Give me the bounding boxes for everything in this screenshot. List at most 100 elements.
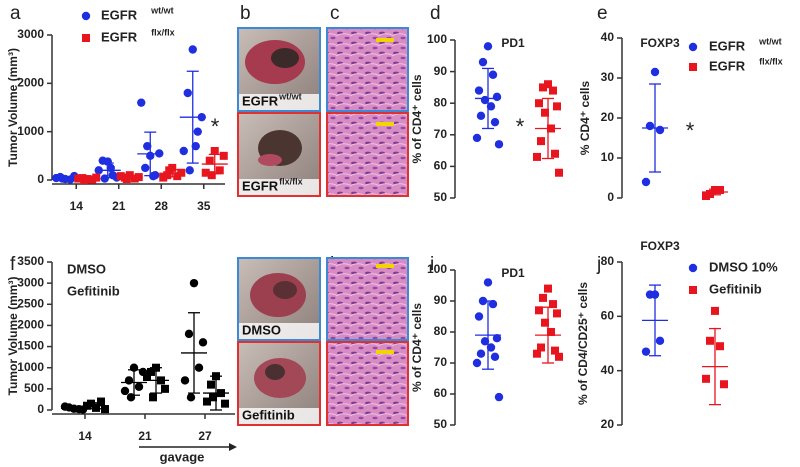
- point: [688, 263, 698, 273]
- y-tick-label: 80: [601, 254, 615, 268]
- point: [116, 172, 125, 181]
- chart-title: FOXP3: [640, 36, 680, 50]
- point: [555, 168, 563, 177]
- legend-label: EGFR: [709, 58, 746, 73]
- y-tick-label: 3500: [17, 254, 44, 268]
- point: [711, 306, 719, 315]
- point: [205, 156, 214, 165]
- point: [203, 397, 211, 406]
- point: [159, 173, 168, 182]
- legend-label: Gefitinib: [709, 281, 762, 296]
- point: [137, 98, 146, 107]
- y-tick-label: 50: [434, 417, 448, 431]
- significance: *: [211, 114, 220, 139]
- point: [641, 347, 651, 356]
- point: [486, 343, 496, 352]
- point: [198, 338, 208, 347]
- y-tick-label: 80: [434, 95, 448, 109]
- y-tick-label: 3000: [17, 275, 44, 289]
- legend-label-sup: wt/wt: [758, 36, 782, 46]
- photo-caption-sup: flx/flx: [279, 176, 303, 186]
- point: [553, 309, 561, 318]
- point: [184, 329, 194, 339]
- photo-caption: Gefitinib: [242, 407, 295, 422]
- point: [185, 166, 194, 175]
- y-tick-label: 60: [601, 309, 615, 323]
- point: [92, 173, 101, 182]
- point: [186, 393, 196, 402]
- point: [210, 147, 219, 155]
- legend-label-sup: flx/flx: [759, 56, 783, 66]
- point: [179, 146, 188, 156]
- point: [486, 102, 496, 111]
- y-axis-label: % CD4⁺ cells: [578, 80, 592, 155]
- x-tick-label: 21: [138, 429, 152, 443]
- panel-letter: a: [10, 3, 21, 24]
- point: [100, 174, 109, 183]
- y-tick-label: 100: [427, 262, 447, 276]
- point: [492, 334, 502, 343]
- y-axis-label: % of CD4/CD25⁺ cells: [576, 282, 590, 405]
- point: [215, 166, 224, 175]
- y-axis-label: % of CD4⁺ cells: [410, 303, 424, 392]
- point: [189, 278, 199, 288]
- point: [494, 140, 504, 149]
- x-tick-label: 21: [112, 199, 126, 213]
- point: [490, 352, 500, 361]
- point: [655, 125, 665, 135]
- photo-caption: EGFR: [242, 93, 279, 108]
- y-tick-label: 30: [601, 70, 615, 84]
- point: [183, 88, 192, 98]
- point: [689, 63, 697, 71]
- y-tick-label: 90: [434, 64, 448, 78]
- point: [494, 392, 504, 402]
- photo: [237, 112, 321, 197]
- y-tick-label: 40: [601, 30, 615, 44]
- y-tick-label: 3000: [17, 27, 44, 41]
- point: [655, 336, 665, 345]
- point: [143, 372, 151, 381]
- chart-title: PD1: [501, 36, 525, 50]
- point: [549, 86, 557, 95]
- point: [476, 111, 486, 121]
- point: [124, 376, 134, 385]
- legend-label: DMSO: [67, 261, 106, 276]
- y-axis-label: % of CD4⁺ cells: [410, 74, 424, 163]
- point: [706, 336, 714, 345]
- point: [180, 376, 190, 385]
- point: [474, 312, 484, 321]
- point: [551, 149, 559, 158]
- panel-letter: d: [430, 3, 441, 24]
- y-tick-label: 0: [37, 402, 44, 416]
- point: [60, 402, 70, 411]
- point: [716, 186, 724, 194]
- point: [645, 290, 655, 299]
- chart-title: FOXP3: [640, 239, 680, 253]
- photo: [237, 341, 321, 426]
- point: [201, 168, 210, 177]
- legend-label: EGFR: [709, 38, 746, 53]
- gavage-arrowhead: [229, 443, 237, 451]
- photo-caption-sup: wt/wt: [278, 91, 302, 101]
- y-tick-label: 1000: [17, 124, 44, 138]
- y-axis-label: Tumor Volume (mm³): [6, 277, 20, 396]
- y-axis-label: Tumor Volume (mm³): [6, 48, 20, 167]
- point: [551, 346, 559, 355]
- point: [541, 108, 549, 117]
- photo-caption: EGFR: [242, 178, 279, 193]
- point: [120, 386, 130, 396]
- legend-label: EGFR: [101, 29, 138, 44]
- point: [641, 177, 651, 187]
- histology: [326, 257, 409, 426]
- y-tick-label: 500: [24, 381, 44, 395]
- chart-title: PD1: [501, 266, 525, 280]
- point: [535, 306, 543, 315]
- point: [650, 67, 660, 77]
- point: [472, 133, 482, 143]
- y-tick-label: 2500: [17, 296, 44, 310]
- y-tick-label: 50: [434, 190, 448, 204]
- point: [472, 358, 482, 368]
- point: [483, 278, 493, 287]
- point: [702, 374, 710, 383]
- y-tick-label: 40: [601, 363, 615, 377]
